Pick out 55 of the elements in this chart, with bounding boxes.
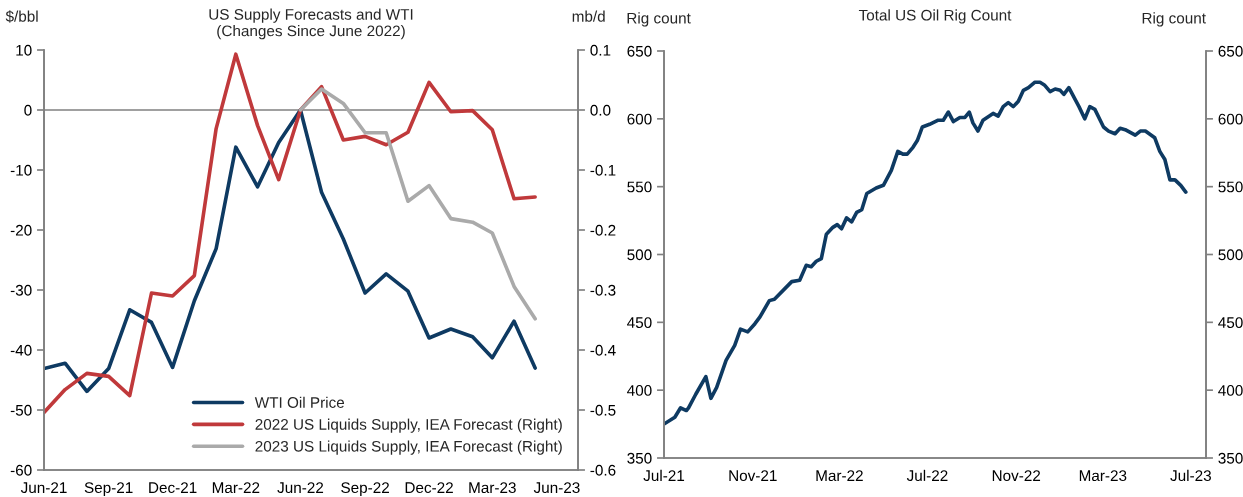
- y2-tick-label: 0.0: [590, 104, 611, 116]
- y-tick-label: 550: [627, 181, 652, 193]
- y-tick-label: 10: [16, 44, 32, 56]
- x-tick-label: Jun-22: [277, 482, 324, 494]
- y2-axis-title: mb/d: [572, 10, 605, 22]
- x-tick-label: Mar-22: [816, 470, 863, 482]
- y-tick-label: 0: [24, 104, 32, 116]
- y2-axis-title: Rig count: [1142, 12, 1206, 27]
- y-tick-label: 650: [627, 45, 652, 57]
- y-tick-label: -30: [10, 284, 32, 296]
- y2-tick-label: -0.3: [590, 284, 616, 296]
- y2-tick-label: -0.1: [590, 164, 616, 176]
- x-tick-label: Mar-22: [212, 482, 260, 494]
- y2-tick-label: 450: [1218, 317, 1243, 329]
- y2-tick-label: 400: [1218, 385, 1243, 396]
- y2-tick-label: -0.6: [590, 464, 616, 476]
- y-tick-label: -40: [10, 344, 32, 356]
- y-axis-title: Rig count: [627, 12, 691, 27]
- y2-tick-label: 600: [1218, 113, 1243, 125]
- y2-tick-label: -0.5: [590, 404, 616, 416]
- legend-label: 2022 US Liquids Supply, IEA Forecast (Right): [255, 418, 562, 433]
- y-tick-label: 350: [627, 452, 652, 464]
- y-tick-label: -10: [10, 164, 32, 176]
- x-tick-label: Dec-22: [405, 482, 453, 494]
- y-tick-label: -50: [10, 404, 32, 416]
- y2-tick-label: -0.2: [590, 224, 616, 236]
- x-tick-label: Nov-22: [992, 470, 1041, 482]
- legend-label: 2023 US Liquids Supply, IEA Forecast (Right): [255, 440, 562, 455]
- y-tick-label: -60: [10, 464, 32, 476]
- x-tick-label: Jun-21: [20, 482, 67, 494]
- y2-tick-label: 0.1: [590, 44, 611, 56]
- x-tick-label: Dec-21: [149, 482, 197, 494]
- x-tick-label: Jun-23: [533, 482, 580, 494]
- x-tick-label: Sep-21: [84, 482, 133, 497]
- y-tick-label: 600: [627, 113, 652, 125]
- y2-tick-label: 650: [1218, 45, 1243, 57]
- legend-label: WTI Oil Price: [254, 396, 345, 408]
- x-tick-label: Mar-23: [1079, 470, 1127, 482]
- y-tick-label: 400: [627, 385, 652, 396]
- y-tick-label: 450: [627, 317, 652, 329]
- x-tick-label: Jul-22: [906, 469, 948, 482]
- x-tick-label: Jul-21: [643, 469, 685, 482]
- chart-title: US Supply Forecasts and WTI (Changes Since June 2022): [209, 8, 413, 40]
- y2-tick-label: 350: [1218, 452, 1243, 464]
- chart-title: Total US Oil Rig Count: [858, 9, 1012, 24]
- y-tick-label: 500: [627, 249, 652, 261]
- y2-tick-label: -0.4: [590, 344, 616, 356]
- y2-tick-label: 500: [1218, 249, 1243, 261]
- y-axis-title: $/bbl: [5, 10, 38, 23]
- x-tick-label: Mar-23: [469, 482, 516, 494]
- x-tick-label: Nov-21: [729, 470, 777, 482]
- x-tick-label: Sep-22: [341, 482, 389, 497]
- x-tick-label: Jul-23: [1170, 469, 1211, 482]
- y-tick-label: -20: [10, 224, 32, 236]
- y2-tick-label: 550: [1218, 181, 1243, 193]
